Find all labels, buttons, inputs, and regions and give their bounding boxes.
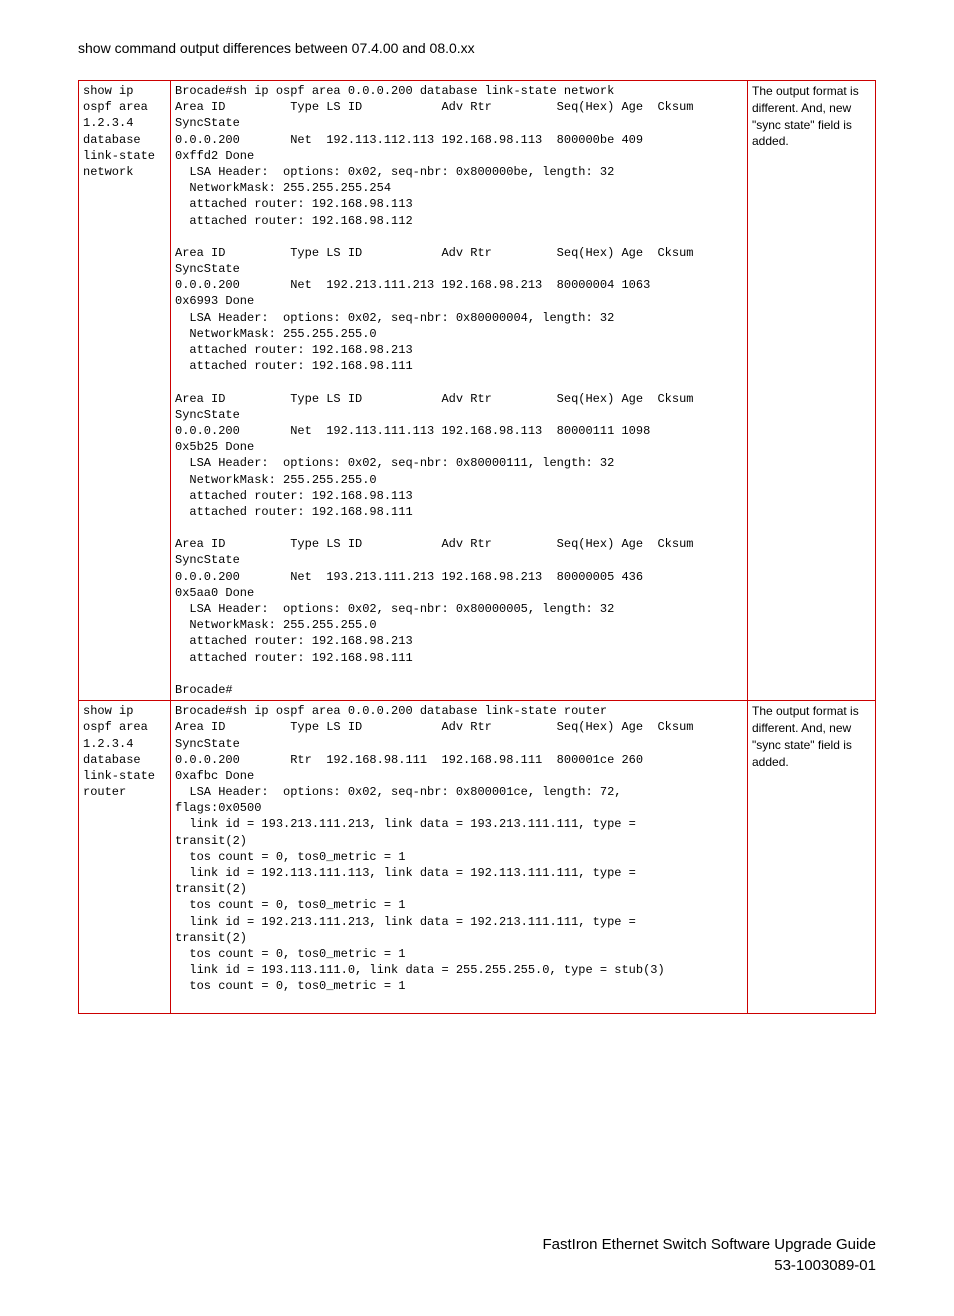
output-cell: Brocade#sh ip ospf area 0.0.0.200 databa…	[171, 701, 748, 1014]
description-cell: The output format is different. And, new…	[748, 701, 876, 1014]
command-cell: show ip ospf area 1.2.3.4 database link-…	[79, 701, 171, 1014]
description-cell: The output format is different. And, new…	[748, 81, 876, 701]
page-footer: FastIron Ethernet Switch Software Upgrad…	[78, 1234, 876, 1276]
output-cell: Brocade#sh ip ospf area 0.0.0.200 databa…	[171, 81, 748, 701]
command-diff-table: show ip ospf area 1.2.3.4 database link-…	[78, 80, 876, 1014]
command-cell: show ip ospf area 1.2.3.4 database link-…	[79, 81, 171, 701]
footer-title: FastIron Ethernet Switch Software Upgrad…	[78, 1234, 876, 1255]
table-row: show ip ospf area 1.2.3.4 database link-…	[79, 81, 876, 701]
page-header: show command output differences between …	[78, 40, 876, 56]
footer-docnum: 53-1003089-01	[78, 1255, 876, 1276]
table-row: show ip ospf area 1.2.3.4 database link-…	[79, 701, 876, 1014]
